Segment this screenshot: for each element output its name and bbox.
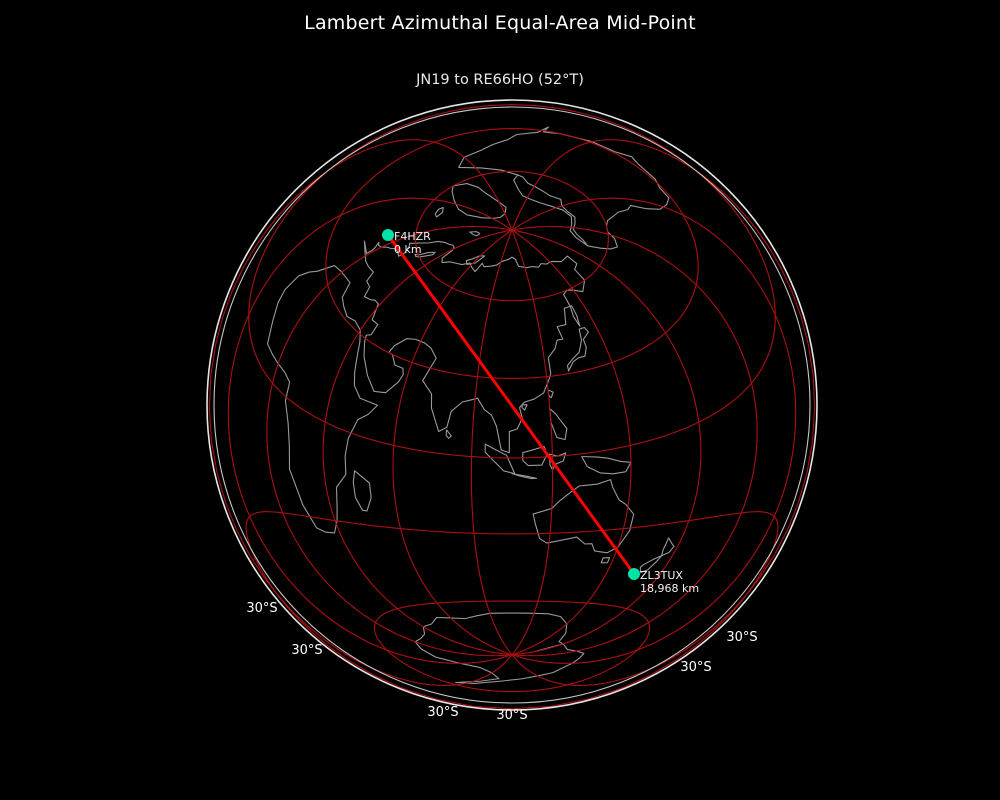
latitude-tick-label: 30°S [726,630,757,645]
map-subtitle: JN19 to RE66HO (52°T) [416,72,584,88]
station-dot[interactable] [628,568,640,580]
latitude-tick-label: 30°S [246,601,277,616]
latitude-tick-label: 30°S [496,708,527,723]
station-dot[interactable] [382,229,394,241]
latitude-tick-label: 30°S [427,705,458,720]
graticule-layer [208,104,816,710]
great-circle-path-layer [386,234,636,575]
globe-outline-inner [213,106,811,704]
station-callsign-label: ZL3TUX [640,569,683,582]
globe-outline [206,99,818,711]
latitude-tick-label-layer: 30°S 30°S 30°S 30°S 30°S 30°S [246,601,757,723]
great-circle-path [386,234,636,575]
station-distance-label: 0 km [394,243,422,256]
station-callsign-label: F4HZR [394,230,431,243]
latitude-tick-label: 30°S [680,660,711,675]
latitude-tick-label: 30°S [291,643,322,658]
page-title: Lambert Azimuthal Equal-Area Mid-Point [304,12,696,34]
station-distance-label: 18,968 km [640,582,699,595]
